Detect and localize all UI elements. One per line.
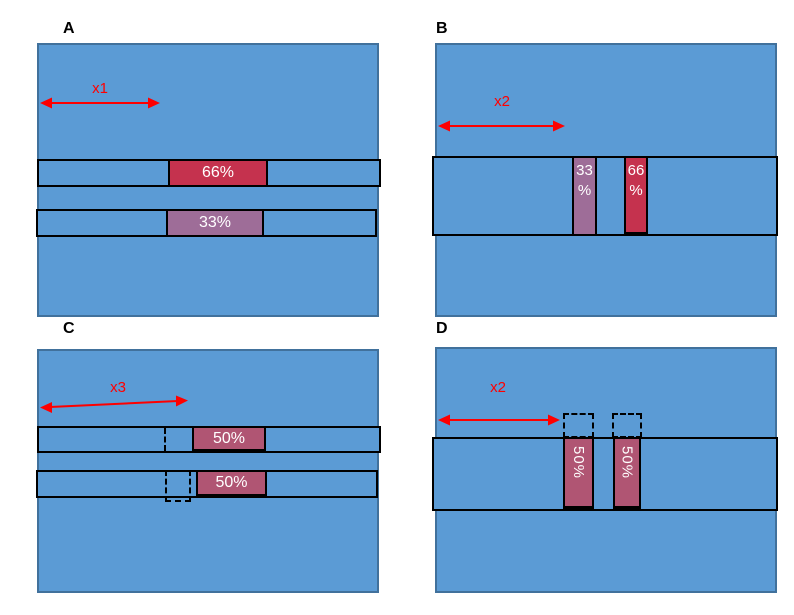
- dimension-arrow-x1: [40, 97, 160, 109]
- segment-unit: %: [577, 182, 592, 200]
- panel-a-segment-33: 33%: [166, 209, 264, 237]
- panel-a-segment-66: 66%: [168, 159, 268, 187]
- arrow-label-x2-b: x2: [494, 93, 510, 110]
- dimension-arrow-x2-b: [438, 120, 565, 132]
- segment-label-vertical: 50%: [570, 446, 587, 480]
- panel-d-label: D: [436, 320, 448, 337]
- arrow-label-x1: x1: [92, 80, 108, 97]
- panel-b-label: B: [436, 20, 448, 37]
- panel-d-dashed-outline-2: [612, 413, 642, 438]
- panel-c-segment-50-top: 50%: [192, 426, 266, 453]
- panel-b-segment-33: 33 %: [572, 156, 597, 236]
- panel-c-bar2-dashed-outline: [165, 470, 191, 502]
- dimension-arrow-x3: [40, 395, 188, 413]
- segment-unit: %: [629, 182, 643, 200]
- panel-d-segment-50-left: 50%: [563, 437, 594, 510]
- panel-d-segment-50-right: 50%: [613, 437, 641, 510]
- arrow-label-x2-d: x2: [490, 379, 506, 396]
- dimension-arrow-x2-d: [438, 414, 560, 426]
- panel-c-bar1-dashed-divider: [164, 428, 166, 451]
- segment-label-vertical: 50%: [618, 446, 636, 480]
- arrow-label-x3: x3: [110, 379, 126, 396]
- panel-c-label: C: [63, 320, 75, 337]
- segment-value: 33: [576, 162, 593, 179]
- panel-b-segment-66: 66 %: [624, 156, 648, 236]
- panel-d-dashed-outline-1: [563, 413, 594, 438]
- segment-value: 66: [627, 162, 645, 179]
- panel-c-segment-50-bottom: 50%: [196, 470, 267, 498]
- panel-d-band: [432, 437, 778, 511]
- panel-b-band: [432, 156, 778, 236]
- panel-a-label: A: [63, 20, 75, 37]
